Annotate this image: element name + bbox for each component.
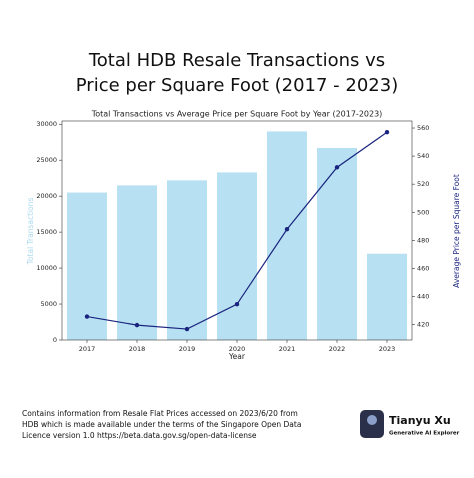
author-role: Generative AI Explorer [389,431,460,437]
price-point [384,130,390,135]
price-point [184,326,190,332]
price-point [284,227,290,232]
y2-tick-label: 460 [417,264,429,272]
y2-tick-label: 540 [417,152,429,160]
page-title: Total HDB Resale Transactions vs [88,50,385,71]
avatar-figure [367,415,377,425]
y2-axis-label: Average Price per Square Foot [452,174,461,288]
x-tick-label: 2022 [329,345,346,353]
price-point [84,314,90,319]
x-tick-label: 2017 [79,345,96,353]
plot-frame [61,120,413,341]
x-tick-label: 2020 [229,345,246,353]
y-tick-label: 5000 [40,300,57,308]
y2-tick-label: 440 [417,292,429,300]
footer-text: HDB which is made available under the te… [22,420,301,429]
x-tick-label: 2019 [179,345,196,353]
y-tick-label: 15000 [36,228,57,236]
author-name: Tianyu Xu [389,414,451,427]
price-point [334,165,340,170]
price-point [134,322,140,328]
y2-tick-label: 420 [417,321,429,329]
y2-tick-label: 560 [417,124,429,132]
y2-tick-label: 500 [417,208,429,216]
y-tick-label: 20000 [36,192,57,200]
y2-tick-label: 480 [417,236,429,244]
bar [217,172,257,340]
y-tick-label: 30000 [36,120,57,128]
bar [117,185,157,340]
y-tick-label: 25000 [36,156,57,164]
y2-tick-label: 520 [417,180,429,188]
y-tick-label: 10000 [36,264,57,272]
y-axis-label: Total Transactions [26,198,35,266]
y-tick-label: 0 [53,336,57,344]
bar [317,147,357,340]
price-point [234,302,240,307]
page-title: Price per Square Foot (2017 - 2023) [76,75,398,96]
x-axis-label: Year [228,352,246,361]
footer-text: Contains information from Resale Flat Pr… [22,409,298,418]
x-tick-label: 2023 [379,345,396,353]
chart-title: Total Transactions vs Average Price per … [91,110,383,119]
footer-text: Licence version 1.0 https://beta.data.go… [22,431,257,440]
bar [167,180,207,340]
x-tick-label: 2021 [279,345,296,353]
bar [267,131,307,340]
bar [367,253,407,340]
x-tick-label: 2018 [129,345,146,353]
